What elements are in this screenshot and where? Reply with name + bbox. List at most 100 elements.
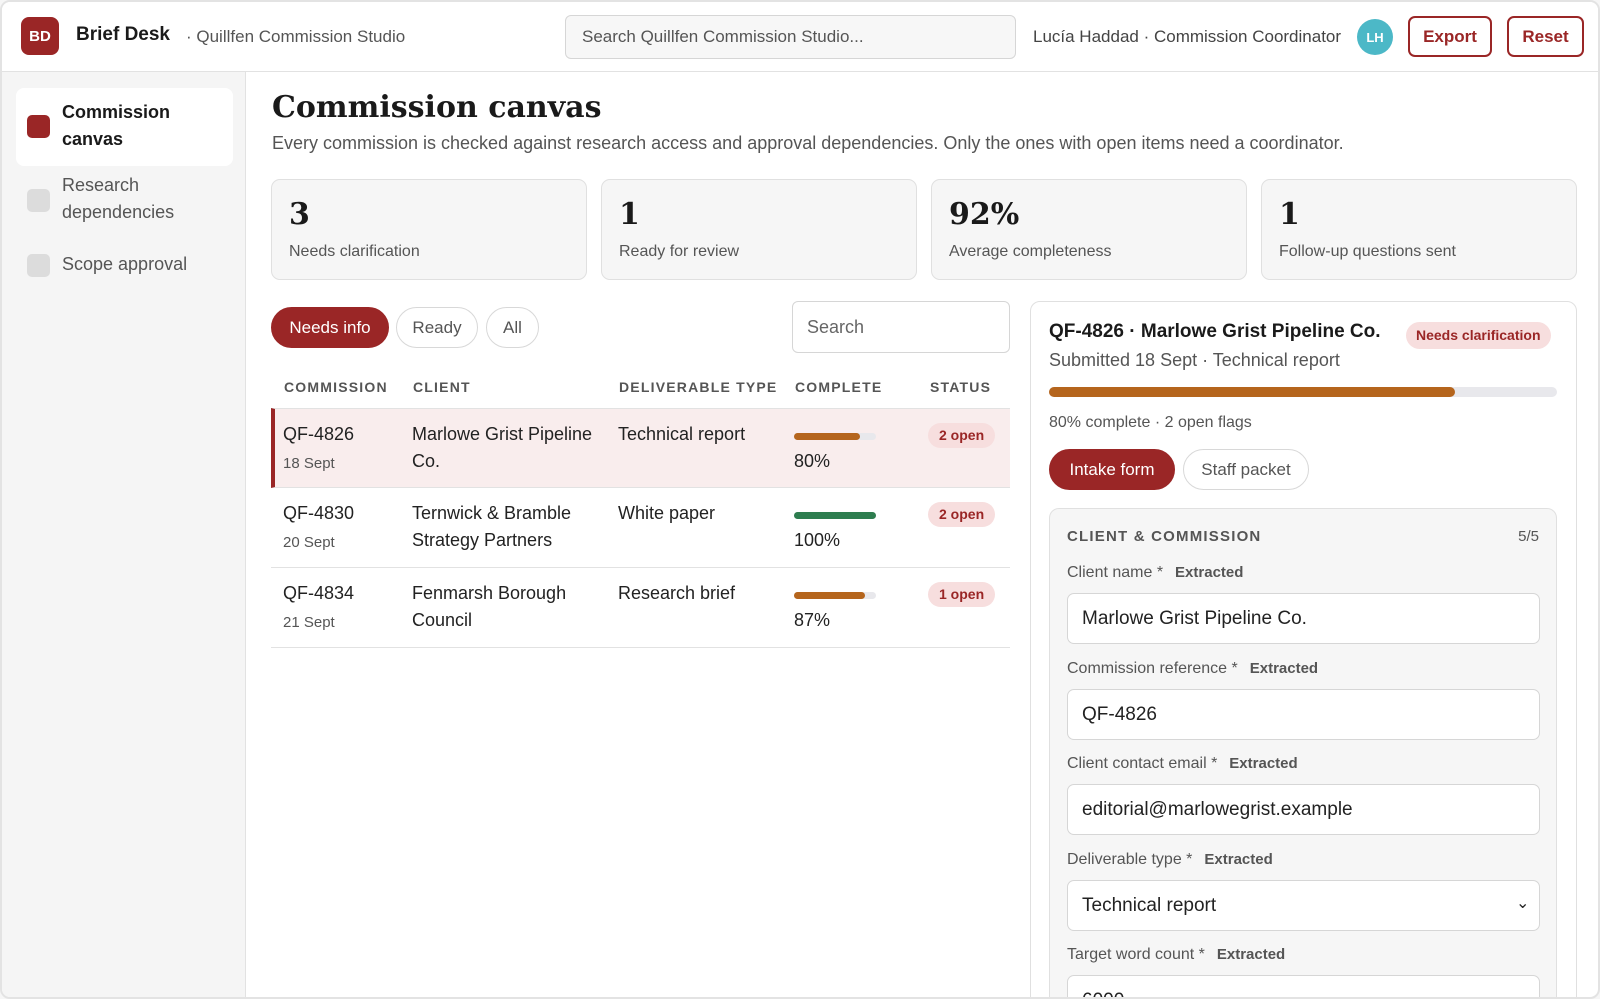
deliverable-type-select[interactable]: Technical report [1067, 880, 1540, 931]
top-bar: BD Brief Desk · Quillfen Commission Stud… [2, 2, 1598, 72]
nav-square-icon [27, 254, 50, 277]
table-search-input[interactable] [792, 301, 1010, 353]
commission-id: QF-4834 [283, 583, 355, 603]
detail-progress-fill [1049, 387, 1456, 397]
status-badge: 2 open [928, 423, 996, 448]
stat-value: 3 [289, 197, 310, 232]
page-subtitle: Every commission is checked against rese… [272, 133, 1344, 153]
client-commission-section: CLIENT & COMMISSION 5/5 Client name * Ext… [1049, 508, 1557, 997]
field-label-text: Target word count * [1067, 946, 1205, 963]
commission-reference-field[interactable] [1067, 689, 1540, 740]
sidebar-item-commission-canvas[interactable]: Commission canvas [16, 88, 233, 166]
completeness-bar [794, 592, 876, 599]
filter-all[interactable]: All [486, 307, 539, 348]
detail-panel: QF-4826 · Marlowe Grist Pipeline Co. Nee… [1030, 301, 1577, 997]
app-name: Brief Desk [76, 24, 170, 45]
client-name-field[interactable] [1067, 593, 1540, 644]
user-name-role: Lucía Haddad · Commission Coordinator [1033, 27, 1342, 46]
client-contact-email-field[interactable] [1067, 784, 1540, 835]
table-row[interactable]: QF-4830 20 Sept Ternwick & Bramble Strat… [271, 488, 1010, 568]
extracted-tag: Extracted [1204, 851, 1273, 868]
commission-date: 18 Sept [283, 455, 335, 472]
commission-table: QF-4826 18 Sept Marlowe Grist Pipeline C… [271, 408, 1010, 648]
extracted-tag: Extracted [1175, 564, 1244, 581]
stat-label: Average completeness [949, 243, 1112, 260]
extracted-tag: Extracted [1249, 660, 1319, 677]
column-header-client[interactable]: CLIENT [413, 379, 471, 395]
stat-value: 92% [949, 197, 1020, 232]
field-label-text: Commission reference * [1067, 660, 1238, 677]
detail-progress-bar [1049, 387, 1557, 397]
stat-card-needs-clarification: 3 Needs clarification [271, 179, 587, 280]
selected-value: Technical report [1082, 895, 1217, 916]
deliverable-type: Research brief [618, 583, 736, 603]
detail-status-badge: Needs clarification [1406, 322, 1551, 349]
field-label-text: Deliverable type * [1067, 851, 1193, 868]
completeness-bar [794, 433, 876, 440]
sidebar-item-label: Commission canvas [62, 102, 171, 149]
completeness-value: 87% [794, 610, 831, 630]
export-button[interactable]: Export [1408, 16, 1492, 57]
extracted-tag: Extracted [1216, 946, 1286, 963]
sidebar-item-scope-approval[interactable]: Scope approval [16, 248, 233, 282]
field-label-deliverable-type: Deliverable type * Extracted [1067, 851, 1273, 869]
global-search-input[interactable] [565, 15, 1016, 59]
stat-value: 1 [619, 197, 640, 232]
client-name: Fenmarsh Borough Council [412, 583, 567, 630]
commission-id: QF-4826 [283, 424, 355, 444]
stat-label: Ready for review [619, 243, 740, 260]
field-label-client-name: Client name * Extracted [1067, 564, 1243, 582]
filter-ready[interactable]: Ready [396, 307, 478, 348]
column-header-status[interactable]: STATUS [930, 379, 992, 395]
section-title: CLIENT & COMMISSION [1067, 528, 1262, 545]
workspace-name: · Quillfen Commission Studio [186, 27, 406, 46]
table-row[interactable]: QF-4826 18 Sept Marlowe Grist Pipeline C… [271, 408, 1010, 488]
nav-square-icon [27, 115, 50, 138]
field-label-text: Client name * [1067, 564, 1164, 581]
sidebar-item-label: Research dependencies [62, 175, 175, 222]
column-header-commission[interactable]: COMMISSION [284, 379, 388, 395]
table-row[interactable]: QF-4834 21 Sept Fenmarsh Borough Council… [271, 568, 1010, 648]
field-label-text: Client contact email * [1067, 755, 1218, 772]
detail-subtitle: Submitted 18 Sept · Technical report [1049, 350, 1340, 370]
target-word-count-field[interactable] [1067, 975, 1540, 997]
commission-date: 20 Sept [283, 534, 335, 551]
completeness-fill [794, 592, 866, 599]
reset-button[interactable]: Reset [1507, 16, 1584, 57]
commission-date: 21 Sept [283, 614, 335, 631]
section-count: 5/5 [1518, 528, 1539, 545]
completeness-fill [794, 512, 876, 519]
field-label-commission-reference: Commission reference * Extracted [1067, 660, 1318, 678]
stat-label: Needs clarification [289, 243, 420, 260]
stat-card-average-completeness: 92% Average completeness [931, 179, 1247, 280]
filter-needs-info[interactable]: Needs info [271, 307, 389, 348]
client-name: Marlowe Grist Pipeline Co. [412, 424, 593, 471]
tab-staff-packet[interactable]: Staff packet [1183, 449, 1309, 490]
stat-card-ready-for-review: 1 Ready for review [601, 179, 917, 280]
field-label-client-contact-email: Client contact email * Extracted [1067, 755, 1298, 773]
column-header-deliverable-type[interactable]: DELIVERABLE TYPE [619, 379, 778, 395]
user-avatar[interactable]: LH [1357, 19, 1393, 55]
completeness-bar [794, 512, 876, 519]
deliverable-type: White paper [618, 503, 716, 523]
status-badge: 1 open [928, 582, 996, 607]
deliverable-type: Technical report [618, 424, 746, 444]
commission-id: QF-4830 [283, 503, 355, 523]
sidebar-item-label: Scope approval [62, 254, 188, 274]
completeness-value: 80% [794, 451, 831, 471]
page-title: Commission canvas [272, 90, 602, 125]
stat-label: Follow-up questions sent [1279, 243, 1456, 260]
chevron-down-icon[interactable]: ⌄ [1516, 895, 1530, 912]
app-logo[interactable]: BD [21, 17, 59, 55]
field-label-target-word-count: Target word count * Extracted [1067, 946, 1285, 964]
client-name: Ternwick & Bramble Strategy Partners [412, 503, 572, 550]
tab-intake-form[interactable]: Intake form [1049, 449, 1175, 490]
nav-square-icon [27, 189, 50, 212]
column-header-complete[interactable]: COMPLETE [795, 379, 883, 395]
status-badge: 2 open [928, 502, 996, 527]
stat-card-follow-up-questions: 1 Follow-up questions sent [1261, 179, 1577, 280]
sidebar-item-research-dependencies[interactable]: Research dependencies [16, 168, 233, 230]
extracted-tag: Extracted [1229, 755, 1298, 772]
detail-progress-text: 80% complete · 2 open flags [1049, 414, 1252, 431]
